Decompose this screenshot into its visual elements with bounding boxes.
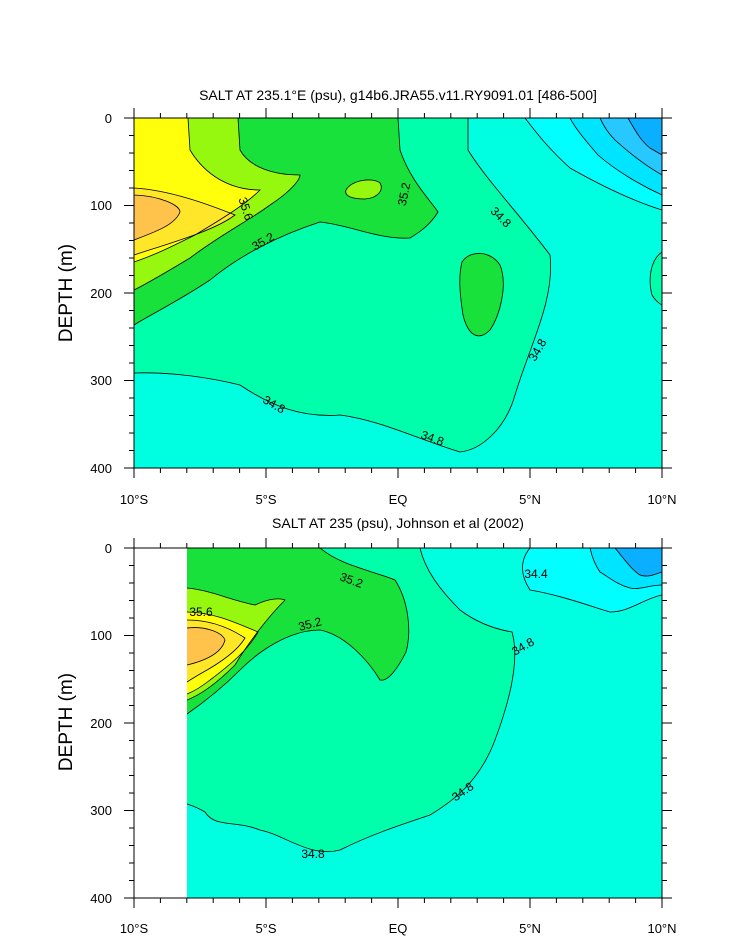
- top-x-tick-labels: 10°S 5°S EQ 5°N 10°N: [120, 492, 677, 507]
- top-x-tick-label: 5°S: [255, 492, 276, 507]
- top-tick-marks: [124, 108, 672, 478]
- top-panel: SALT AT 235.1°E (psu), g14b6.JRA55.v11.R…: [56, 87, 677, 507]
- top-contour-label: 35.6: [236, 195, 257, 222]
- bottom-y-tick-labels: 0 100 200 300 400: [90, 541, 112, 906]
- bottom-x-tick-labels: 10°S 5°S EQ 5°N 10°N: [120, 921, 677, 936]
- bottom-band-below-34.2: [615, 548, 662, 577]
- top-band-35.0-35.2-blob: [459, 253, 504, 336]
- bottom-contour-label: 34.8: [301, 847, 325, 861]
- top-y-tick-label: 0: [105, 111, 112, 126]
- bottom-contour-label: 35.2: [297, 614, 323, 634]
- top-contour-field: [134, 118, 662, 468]
- top-y-tick-label: 200: [90, 286, 112, 301]
- top-y-tick-label: 400: [90, 461, 112, 476]
- bottom-x-tick-label: 10°S: [120, 921, 149, 936]
- top-contour-label: 35.2: [395, 181, 414, 207]
- bottom-tick-marks: [124, 538, 672, 908]
- bottom-panel: SALT AT 235 (psu), Johnson et al (2002) …: [56, 515, 677, 936]
- top-x-tick-label: 5°N: [519, 492, 541, 507]
- bottom-y-tick-label: 0: [105, 541, 112, 556]
- top-band-35.2-35.4-blob: [345, 179, 382, 199]
- bottom-contour-label: 34.4: [524, 567, 548, 581]
- bottom-x-tick-label: 5°N: [519, 921, 541, 936]
- top-x-tick-label: EQ: [389, 492, 408, 507]
- top-band-35.8plus: [134, 195, 180, 240]
- bottom-contour-field: [187, 548, 662, 898]
- top-x-tick-label: 10°S: [120, 492, 149, 507]
- top-y-tick-label: 100: [90, 198, 112, 213]
- top-y-tick-labels: 0 100 200 300 400: [90, 111, 112, 476]
- bottom-y-tick-label: 200: [90, 716, 112, 731]
- top-y-axis-label: DEPTH (m): [56, 244, 77, 342]
- bottom-x-tick-label: EQ: [389, 921, 408, 936]
- top-contour-lines: [134, 118, 662, 453]
- bottom-band-35.0-35.2: [187, 548, 409, 714]
- bottom-y-tick-label: 100: [90, 628, 112, 643]
- bottom-title: SALT AT 235 (psu), Johnson et al (2002): [272, 515, 524, 531]
- top-band-east-bulge: [650, 252, 662, 305]
- bottom-y-axis-label: DEPTH (m): [56, 673, 77, 771]
- top-y-tick-label: 300: [90, 373, 112, 388]
- bottom-x-tick-label: 5°S: [255, 921, 276, 936]
- top-band-below-34.0: [628, 118, 662, 155]
- top-title: SALT AT 235.1°E (psu), g14b6.JRA55.v11.R…: [199, 87, 597, 103]
- bottom-band-35.8plus: [187, 627, 225, 665]
- top-x-tick-label: 10°N: [647, 492, 676, 507]
- bottom-x-tick-label: 10°N: [647, 921, 676, 936]
- bottom-y-tick-label: 300: [90, 803, 112, 818]
- bottom-contour-lines: [187, 548, 662, 852]
- bottom-y-tick-label: 400: [90, 891, 112, 906]
- bottom-contour-label: 35.6: [189, 605, 213, 619]
